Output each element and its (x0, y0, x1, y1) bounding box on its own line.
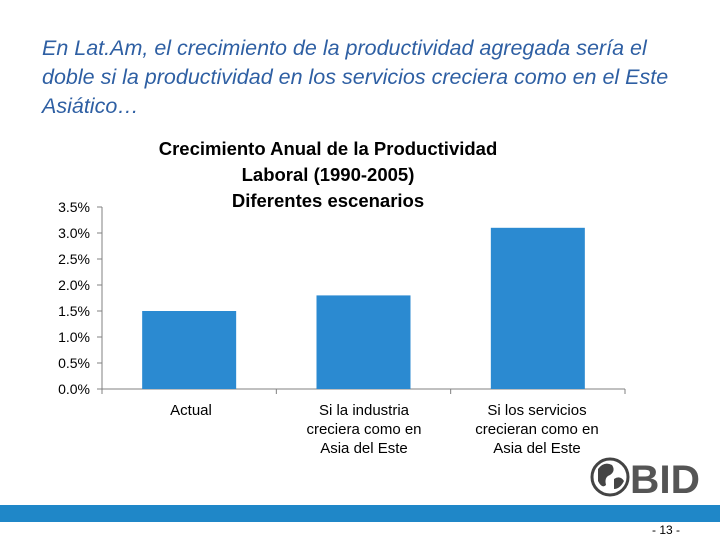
globe-continents (598, 463, 624, 489)
y-tick-label: 1.5% (58, 303, 90, 319)
chart-title: Crecimiento Anual de la Productividad La… (118, 136, 538, 214)
bar-2 (316, 295, 411, 389)
category-label-actual: Actual (111, 401, 271, 420)
y-tick-label: 2.5% (58, 251, 90, 267)
slide-title: En Lat.Am, el crecimiento de la producti… (42, 36, 669, 118)
chart-title-line: Diferentes escenarios (231, 190, 425, 211)
category-label-line: Asia del Este (493, 440, 581, 457)
category-label-line: Si la industria (318, 402, 410, 419)
chart-title-line: Crecimiento Anual de la Productividad (158, 138, 498, 159)
y-tick-label: 2.0% (58, 277, 90, 293)
page-number: - 13 - (651, 523, 680, 537)
category-label-industria: Si la industria creciera como en Asia de… (284, 401, 444, 458)
bar-3 (490, 227, 585, 389)
y-axis: 0.0% 0.5% 1.0% 1.5% 2.0% 2.5% 3.0% 3.5% (58, 199, 103, 397)
footer-bar (0, 505, 720, 522)
category-label-servicios: Si los servicios crecieran como en Asia … (457, 401, 617, 458)
category-label-line: Si los servicios (487, 402, 587, 419)
y-tick-label: 1.0% (58, 329, 90, 345)
y-tick-label: 3.0% (58, 225, 90, 241)
logo-text: BID (630, 458, 700, 499)
y-tick-label: 3.5% (58, 199, 90, 215)
category-label-line: Actual (170, 402, 212, 419)
category-label-line: creciera como en (306, 421, 422, 438)
y-tick-label: 0.0% (58, 381, 90, 397)
category-label-line: Asia del Este (320, 440, 408, 457)
y-tick-label: 0.5% (58, 355, 90, 371)
bid-logo: BID (590, 457, 700, 499)
category-label-line: crecieran como en (475, 421, 599, 438)
chart-title-line: Laboral (1990-2005) (241, 164, 415, 185)
bar-1 (142, 311, 237, 389)
